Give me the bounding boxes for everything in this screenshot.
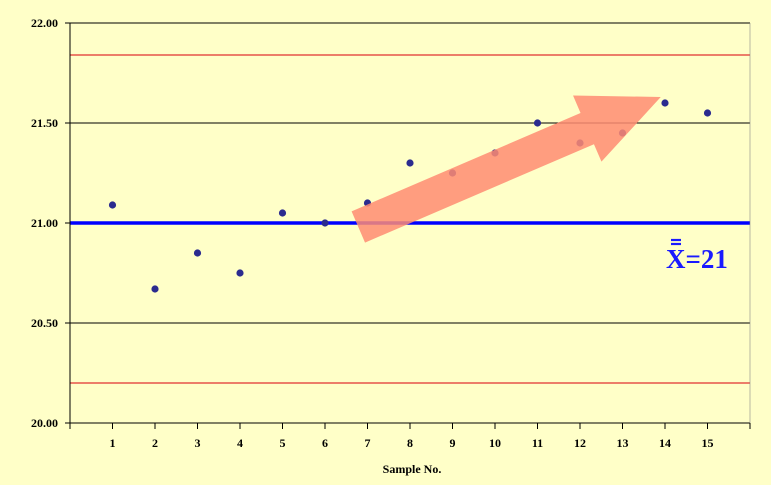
data-point [321,219,329,227]
x-tick-label: 6 [322,436,328,450]
x-tick-label: 3 [195,436,201,450]
data-point [406,159,414,167]
y-tick-label: 20.50 [31,316,58,330]
center-line-label-text: X=21 [666,244,728,274]
data-point [151,285,159,293]
y-tick-label: 22.00 [31,16,58,30]
x-tick-label: 10 [489,436,501,450]
x-tick-label: 11 [532,436,543,450]
x-tick-label: 14 [659,436,671,450]
x-tick-label: 4 [237,436,243,450]
x-tick-label: 7 [365,436,371,450]
data-point [703,109,712,117]
x-tick-label: 5 [280,436,286,450]
data-point [661,99,669,107]
y-tick-label: 21.00 [31,216,58,230]
x-tick-label: 8 [407,436,413,450]
x-tick-label: 12 [574,436,586,450]
x-tick-label: 9 [450,436,456,450]
x-tick-label: 1 [110,436,116,450]
data-point [108,201,117,209]
trend-arrow-shape [351,95,661,243]
center-line-label: X=21 [666,238,728,274]
data-point [193,249,202,257]
x-tick-label: 15 [702,436,714,450]
x-tick-label: 2 [152,436,158,450]
data-point [236,269,244,277]
axes [65,22,751,429]
x-axis-label: Sample No. [383,462,442,476]
y-tick-label: 20.00 [31,416,58,430]
data-point [533,119,542,127]
data-point [278,209,287,217]
x-tick-label: 13 [617,436,629,450]
trend-arrow [351,95,661,243]
y-tick-label: 21.50 [31,116,58,130]
